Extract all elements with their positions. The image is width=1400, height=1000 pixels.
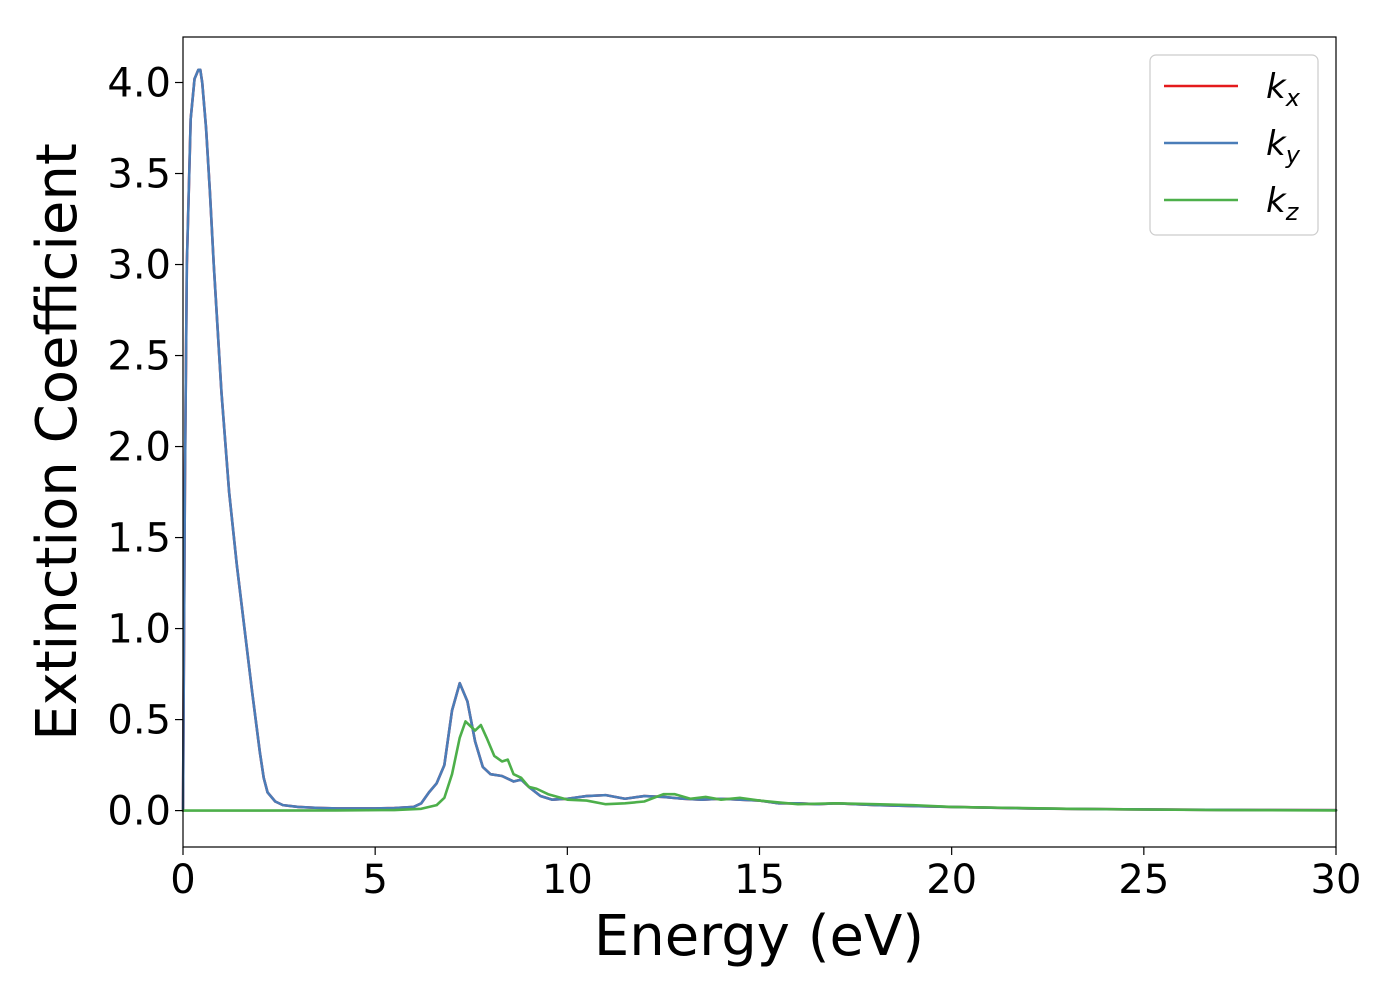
legend: kx ky kz xyxy=(1149,54,1319,236)
plot-background xyxy=(183,37,1336,847)
x-axis: 0 5 10 15 20 25 30 xyxy=(170,847,1361,903)
y-axis: 0.0 0.5 1.0 1.5 2.0 2.5 3.0 3.5 4.0 xyxy=(107,61,183,835)
legend-label-x: kx xyxy=(1266,67,1301,112)
x-axis-title: Energy (eV) xyxy=(594,904,924,969)
y-tick-label: 3.0 xyxy=(107,243,171,289)
y-tick-label: 1.0 xyxy=(107,607,171,653)
y-tick-label: 1.5 xyxy=(107,516,171,562)
y-tick-label: 3.5 xyxy=(107,152,171,198)
x-tick-label: 15 xyxy=(734,857,785,903)
legend-label-z: kz xyxy=(1266,181,1300,226)
y-axis-title: Extinction Coefficient xyxy=(25,143,90,741)
y-tick-label: 4.0 xyxy=(107,61,171,107)
y-tick-label: 2.5 xyxy=(107,334,171,380)
x-tick-label: 10 xyxy=(542,857,593,903)
series-line-z xyxy=(181,720,1338,812)
y-tick-label: 0.5 xyxy=(107,698,171,744)
series-layer xyxy=(181,68,1338,812)
x-tick-label: 20 xyxy=(926,857,977,903)
legend-box xyxy=(1149,54,1319,236)
y-tick-label: 2.0 xyxy=(107,425,171,471)
x-tick-label: 0 xyxy=(170,857,195,903)
x-tick-label: 5 xyxy=(362,857,387,903)
legend-label-y: ky xyxy=(1266,124,1301,169)
y-tick-label: 0.0 xyxy=(107,789,171,835)
x-tick-label: 25 xyxy=(1118,857,1169,903)
x-tick-label: 30 xyxy=(1311,857,1362,903)
